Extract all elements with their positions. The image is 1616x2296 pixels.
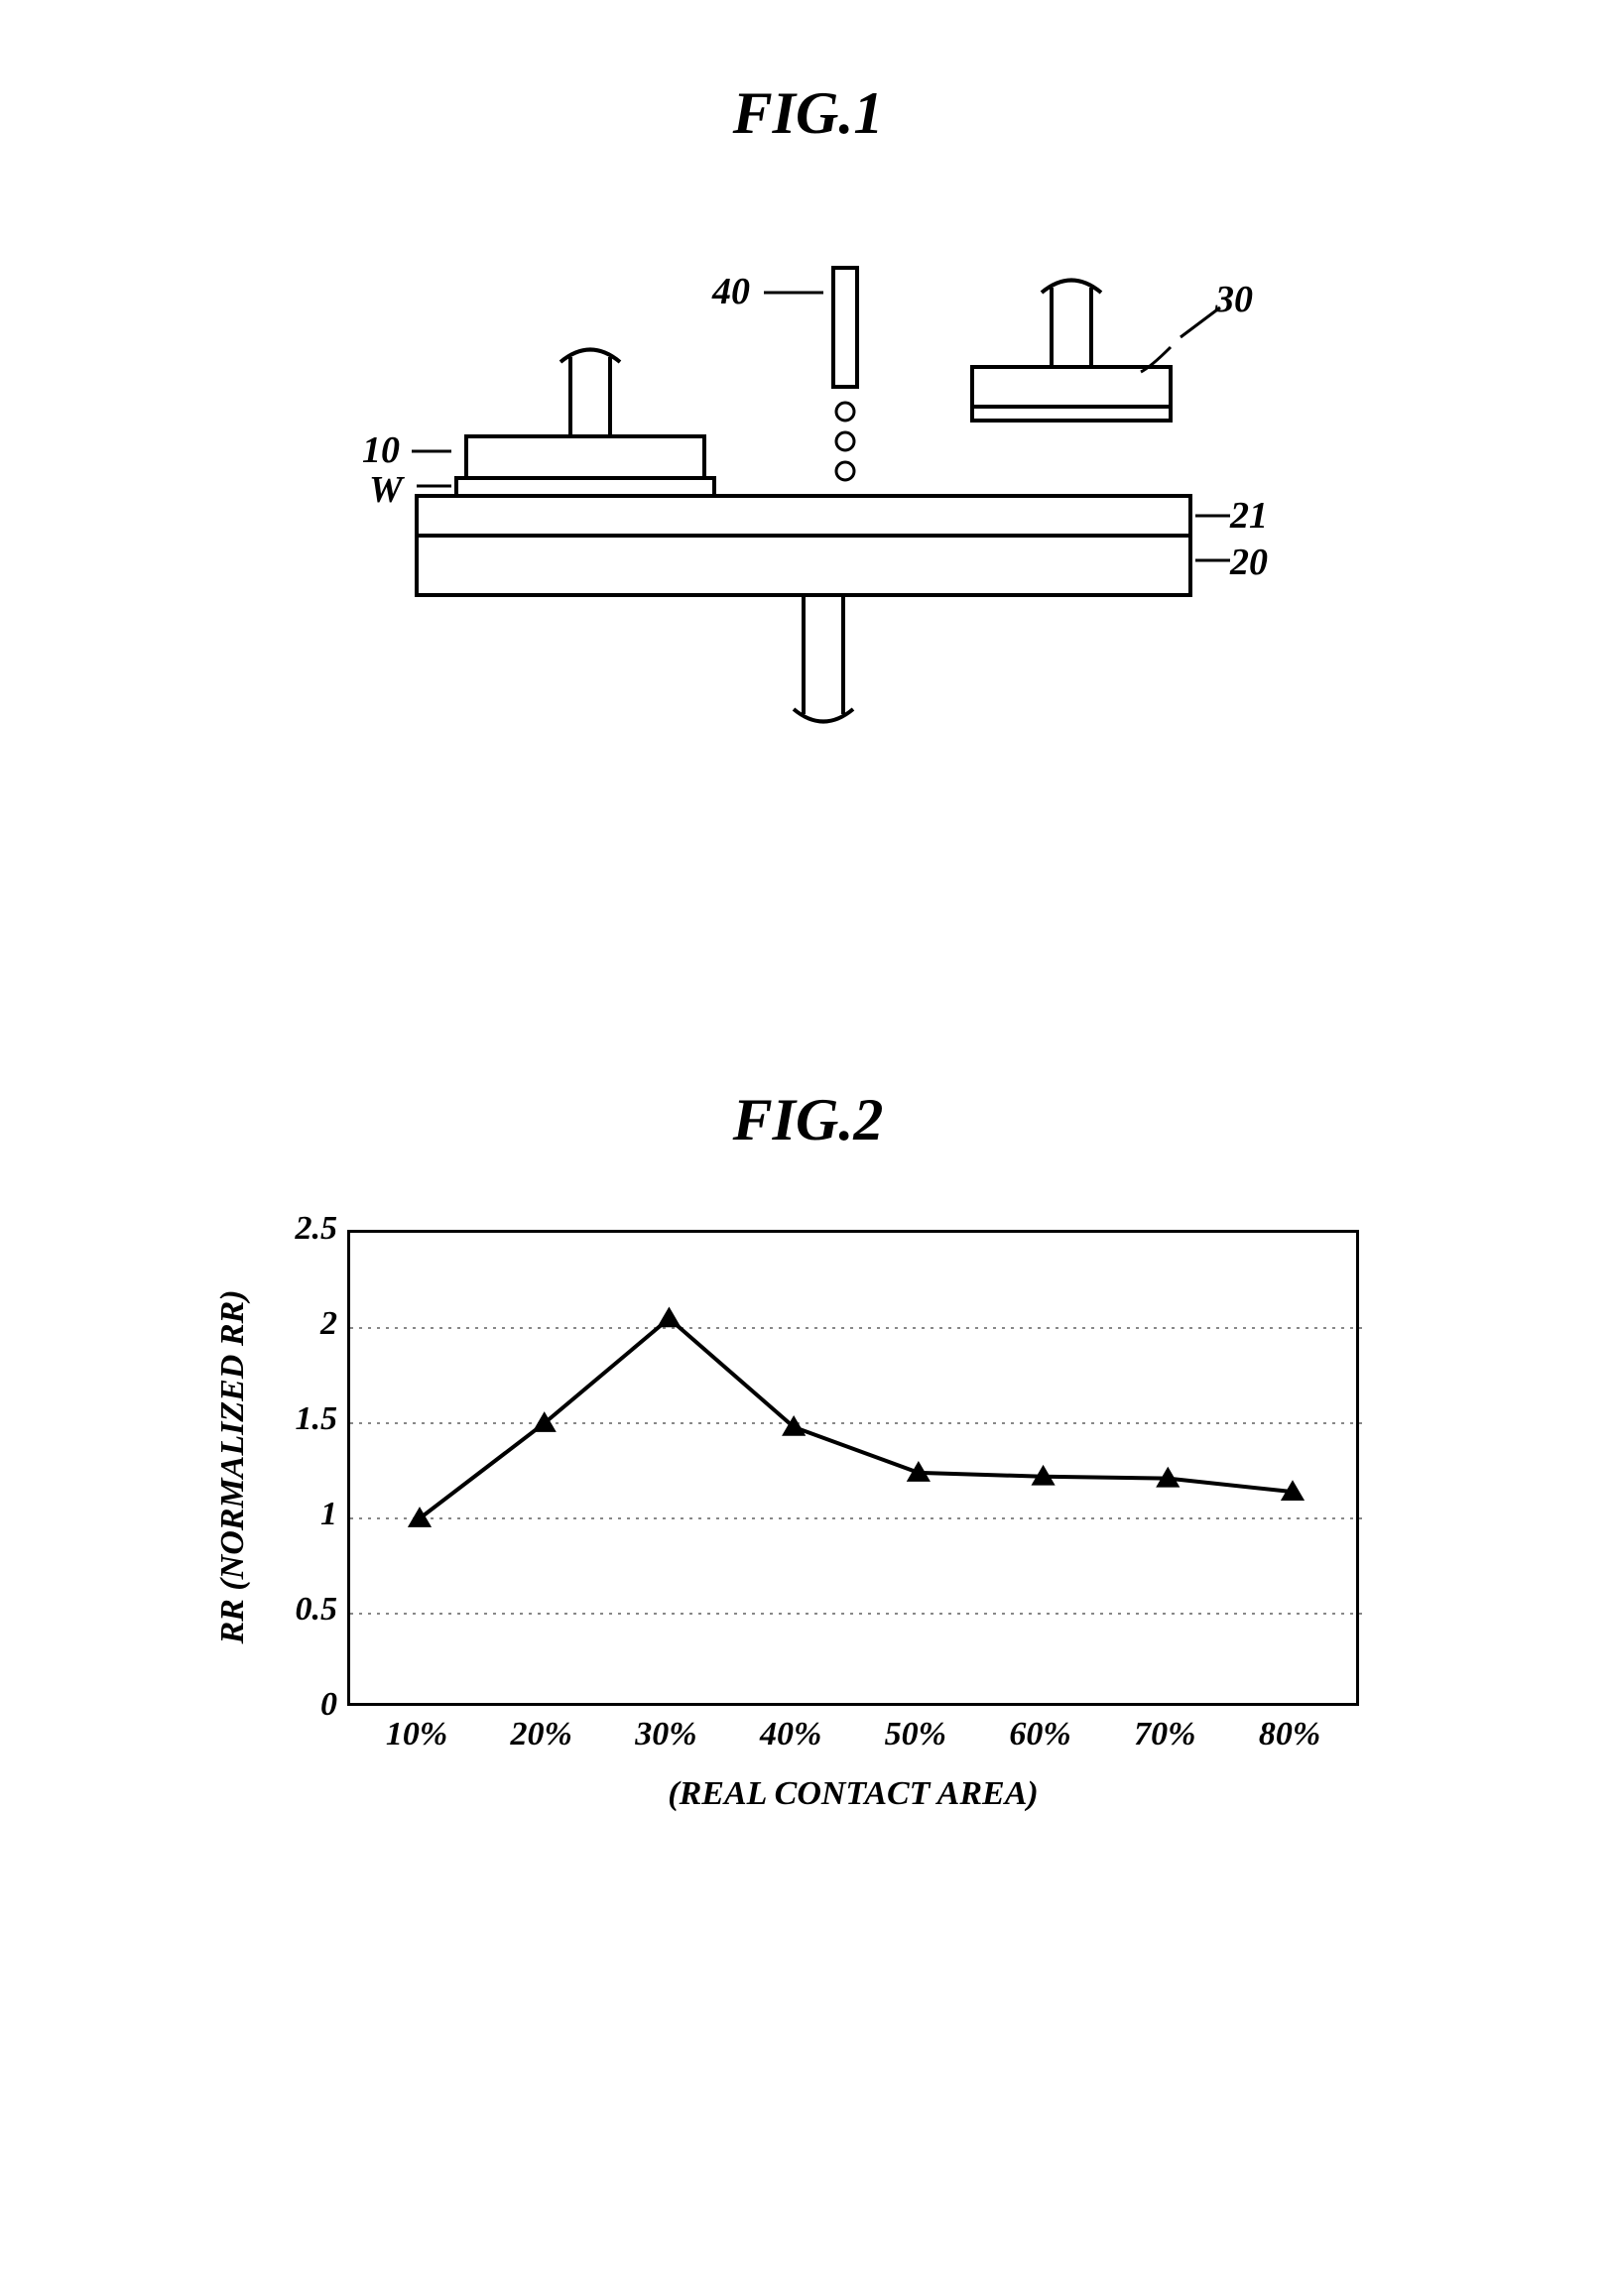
- fig2-ytick-label: 1: [258, 1496, 337, 1533]
- fig1-label-40: 40: [712, 270, 750, 313]
- fig2-chart-area: [347, 1230, 1359, 1706]
- fig2-ylabel: RR (NORMALIZED RR): [214, 1259, 252, 1675]
- fig1-svg: [357, 218, 1270, 774]
- fig2-xtick-label: 70%: [1115, 1716, 1214, 1753]
- fig1-diagram: 40 30 10 W 21 20: [357, 218, 1270, 774]
- fig2-xtick-label: 80%: [1240, 1716, 1339, 1753]
- fig1-title: FIG.1: [0, 79, 1616, 148]
- fig2-chart-container: RR (NORMALIZED RR) (REAL CONTACT AREA) 0…: [198, 1220, 1419, 1934]
- page: FIG.1: [0, 0, 1616, 2296]
- fig2-xtick-label: 20%: [492, 1716, 591, 1753]
- fig1-label-10: 10: [362, 428, 400, 472]
- fig1-label-20: 20: [1230, 541, 1268, 584]
- fig2-ytick-label: 0.5: [258, 1591, 337, 1629]
- fig2-xlabel: (REAL CONTACT AREA): [347, 1775, 1359, 1813]
- fig2-xtick-label: 30%: [616, 1716, 715, 1753]
- fig2-ytick-label: 2.5: [258, 1210, 337, 1248]
- fig2-title: FIG.2: [0, 1086, 1616, 1154]
- fig2-xtick-label: 40%: [741, 1716, 840, 1753]
- fig2-ytick-label: 1.5: [258, 1400, 337, 1438]
- fig2-xtick-label: 10%: [367, 1716, 466, 1753]
- fig2-xtick-label: 50%: [866, 1716, 965, 1753]
- fig2-xtick-label: 60%: [991, 1716, 1090, 1753]
- fig1-label-21: 21: [1230, 494, 1268, 538]
- fig1-label-30: 30: [1215, 278, 1253, 321]
- fig2-ytick-label: 2: [258, 1305, 337, 1343]
- fig1-label-W: W: [369, 468, 403, 512]
- fig2-chart-svg: [350, 1233, 1362, 1709]
- fig2-ytick-label: 0: [258, 1686, 337, 1724]
